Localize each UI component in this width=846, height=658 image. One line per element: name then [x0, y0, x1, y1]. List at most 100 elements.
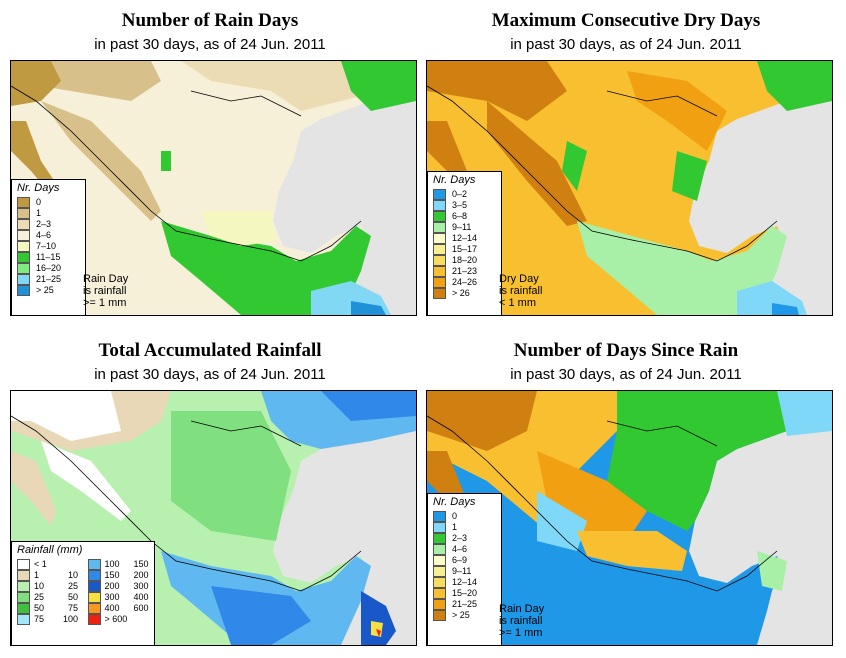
- legend-range-low: 10: [34, 581, 45, 591]
- legend-label: 15–17: [452, 244, 478, 254]
- legend-item: > 600: [87, 614, 155, 625]
- legend-swatch: [17, 614, 30, 625]
- legend-swatch: [433, 222, 446, 233]
- legend-label: 10 25: [34, 581, 82, 592]
- legend-label: > 25: [452, 610, 470, 620]
- legend-swatch: [433, 522, 446, 533]
- legend-label: 50 75: [34, 603, 82, 614]
- legend-swatch: [17, 570, 30, 581]
- legend-item: 12–14: [428, 577, 501, 588]
- legend-note: Dry Day is rainfall < 1 mm: [499, 273, 542, 309]
- note-line: >= 1 mm: [83, 297, 127, 309]
- legend-swatch: [17, 197, 30, 208]
- legend-swatch: [17, 559, 30, 570]
- legend-item: 0: [428, 511, 501, 522]
- panel-title: Maximum Consecutive Dry Days: [491, 10, 761, 31]
- note-line: Dry Day: [499, 273, 539, 285]
- legend-title: Nr. Days: [17, 182, 60, 194]
- legend-rows: 0–2 3–5 6–8 9–11 12–14 15–17 18–20 21–23 24–26 > …: [428, 189, 501, 299]
- panel-rain-days: Number of Rain Days in past 30 days, as …: [0, 0, 420, 325]
- legend-item: 25 50: [17, 592, 84, 603]
- legend-range-high: 150: [133, 559, 149, 569]
- legend-dry-days: Nr. Days 0–2 3–5 6–8 9–11 12–14 15–17 18–20 21–…: [427, 171, 502, 315]
- legend-item: 1: [12, 208, 85, 219]
- legend-range-low: 100: [104, 559, 120, 569]
- legend-item: 21–25: [12, 274, 85, 285]
- legend-swatch: [17, 581, 30, 592]
- legend-range-low: 200: [104, 581, 120, 591]
- legend-label: 21–25: [452, 599, 478, 609]
- legend-rows: 0 1 2–3 4–6 7–10 11–15 16–20 21–25 > 25: [12, 197, 85, 296]
- legend-swatch: [17, 219, 30, 230]
- legend-swatch: [433, 211, 446, 222]
- legend-item: 4–6: [428, 544, 501, 555]
- legend-swatch: [17, 592, 30, 603]
- legend-item: 0–2: [428, 189, 501, 200]
- legend-item: 4–6: [12, 230, 85, 241]
- legend-label: 200 300: [105, 581, 153, 592]
- note-line: Rain Day: [83, 273, 129, 285]
- legend-label: 25 50: [34, 592, 82, 603]
- legend-range-high: 400: [133, 592, 149, 602]
- legend-swatch: [17, 603, 30, 614]
- note-line: is rainfall: [499, 285, 543, 297]
- legend-item: 150 200: [87, 570, 155, 581]
- legend-swatch: [433, 233, 446, 244]
- legend-days-since-rain: Nr. Days 0 1 2–3 4–6 6–9 9–11 12–14 15–20 21–25 >…: [427, 493, 502, 645]
- legend-swatch: [87, 603, 101, 614]
- map-land: [11, 391, 416, 645]
- legend-item: 12–14: [428, 233, 501, 244]
- legend-swatch: [433, 255, 446, 266]
- legend-label: 400 600: [105, 603, 153, 614]
- legend-swatch: [433, 610, 446, 621]
- legend-item: 2–3: [428, 533, 501, 544]
- note-line: is rainfall: [499, 615, 543, 627]
- legend-label: 16–20: [36, 263, 62, 273]
- legend-label: 0–2: [452, 189, 468, 199]
- legend-title: Nr. Days: [433, 174, 476, 186]
- legend-label: 11–15: [36, 252, 61, 262]
- legend-range-low: > 600: [104, 614, 128, 624]
- legend-range-high: 10: [67, 570, 78, 580]
- legend-label: 7–10: [36, 241, 57, 251]
- legend-label: 4–6: [36, 230, 52, 240]
- legend-rows: 0 1 2–3 4–6 6–9 9–11 12–14 15–20 21–25 > 25: [428, 511, 501, 621]
- legend-item: 400 600: [87, 603, 155, 614]
- legend-swatch: [433, 555, 446, 566]
- legend-range-low: 50: [34, 603, 45, 613]
- map-total-rainfall: Rainfall (mm) < 1 1 10 10 25 25 50 50 75 75 100 10…: [10, 390, 417, 646]
- legend-label: 9–11: [452, 566, 472, 576]
- legend-item: 24–26: [428, 277, 501, 288]
- legend-swatch: [17, 285, 30, 296]
- legend-item: 18–20: [428, 255, 501, 266]
- legend-label: 21–25: [36, 274, 62, 284]
- legend-label: 2–3: [452, 533, 468, 543]
- legend-label: 1: [36, 208, 42, 218]
- panel-title: Total Accumulated Rainfall: [98, 340, 322, 361]
- panel-subtitle: in past 30 days, as of 24 Jun. 2011: [510, 36, 742, 53]
- legend-swatch: [17, 230, 30, 241]
- legend-label: 18–20: [452, 255, 478, 265]
- legend-item: 6–9: [428, 555, 501, 566]
- legend-item: 100 150: [87, 559, 155, 570]
- legend-label: 3–5: [452, 200, 468, 210]
- panel-title: Number of Days Since Rain: [513, 340, 739, 361]
- legend-swatch: [433, 588, 446, 599]
- legend-label: 4–6: [452, 544, 468, 554]
- legend-item: 7–10: [12, 241, 85, 252]
- legend-swatch: [433, 599, 446, 610]
- legend-item: 21–25: [428, 599, 501, 610]
- legend-range-low: 25: [34, 592, 45, 602]
- legend-label: 1: [452, 522, 458, 532]
- legend-label: 9–11: [452, 222, 472, 232]
- map-land: [11, 61, 416, 315]
- note-line: is rainfall: [83, 285, 127, 297]
- legend-label: > 25: [36, 285, 54, 295]
- panel-dry-days: Maximum Consecutive Dry Days in past 30 …: [416, 0, 836, 325]
- panel-subtitle: in past 30 days, as of 24 Jun. 2011: [94, 36, 326, 53]
- map-days-since-rain: Nr. Days 0 1 2–3 4–6 6–9 9–11 12–14 15–20 21–25 >…: [426, 390, 833, 646]
- legend-label: 100 150: [105, 559, 153, 570]
- legend-item: 1 10: [17, 570, 84, 581]
- legend-swatch: [17, 241, 30, 252]
- legend-swatch: [87, 581, 101, 592]
